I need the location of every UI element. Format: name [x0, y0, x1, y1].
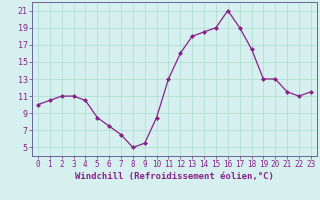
X-axis label: Windchill (Refroidissement éolien,°C): Windchill (Refroidissement éolien,°C)	[75, 172, 274, 181]
